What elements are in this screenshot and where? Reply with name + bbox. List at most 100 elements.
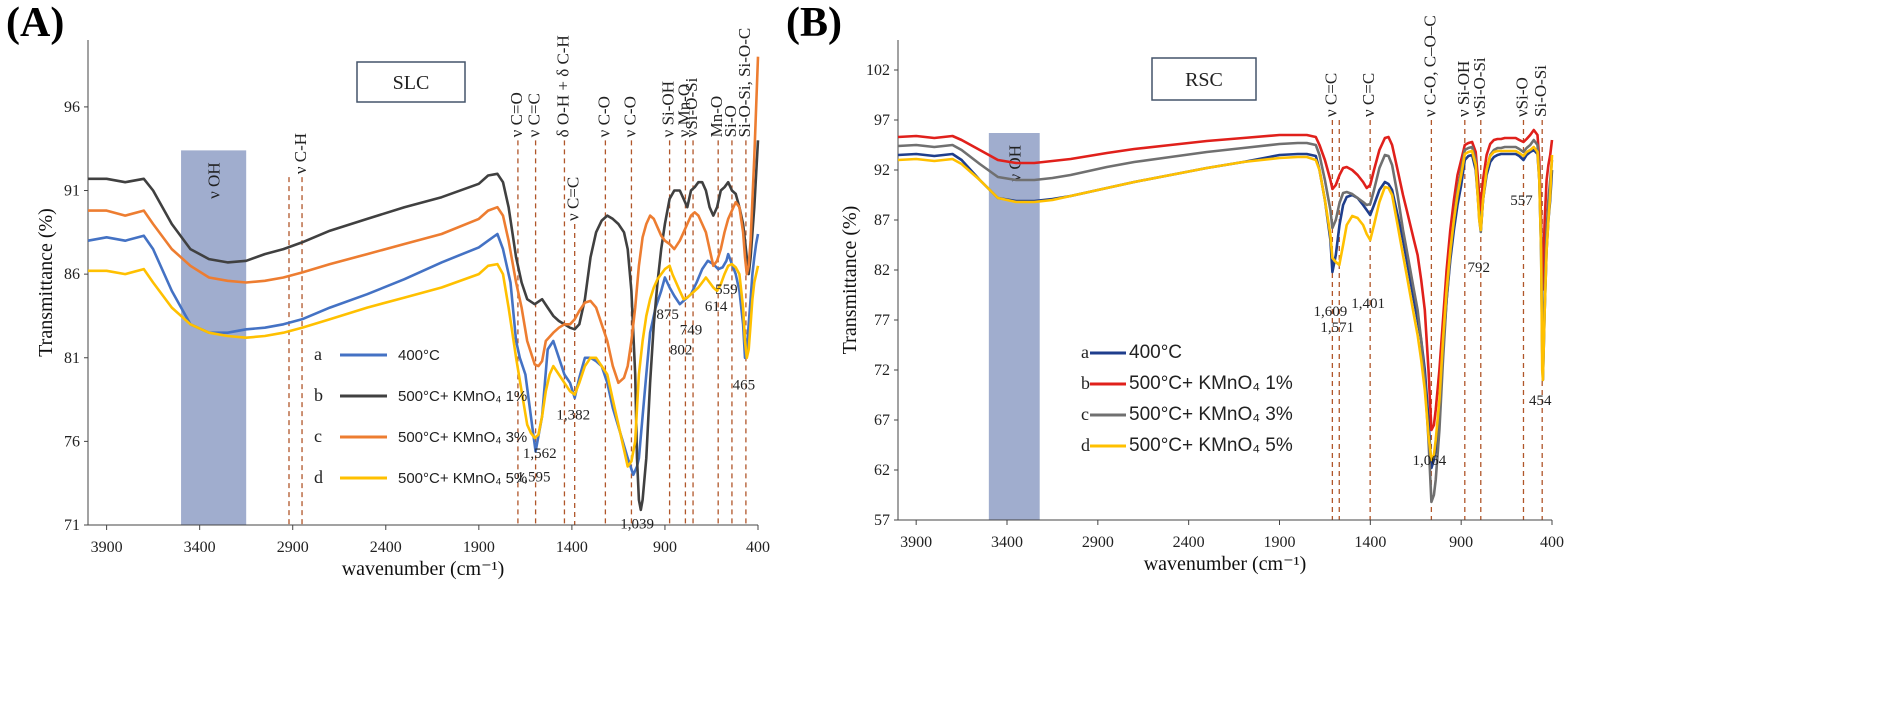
y-tick-label: 77 xyxy=(874,312,890,329)
x-tick-label: 3400 xyxy=(991,534,1023,551)
x-tick-label: 2400 xyxy=(1173,534,1205,551)
peak-label: 1,401 xyxy=(1351,296,1385,312)
series-line xyxy=(88,140,760,512)
legend-label: 500°C+ KMnO₄ 3% xyxy=(1129,404,1293,425)
x-tick-label: 900 xyxy=(653,539,677,556)
x-tick-label: 400 xyxy=(1540,534,1564,551)
x-tick-label: 2900 xyxy=(277,539,309,556)
peak-label: 1,609 xyxy=(1313,304,1347,320)
y-tick-label: 96 xyxy=(64,99,80,116)
x-tick-label: 3900 xyxy=(91,539,123,556)
legend-label: 400°C xyxy=(398,347,440,364)
x-axis-title: wavenumber (cm⁻¹) xyxy=(342,558,505,580)
band-assignment-label: ν C-H xyxy=(291,133,310,174)
peak-label: 465 xyxy=(733,377,756,393)
band-assignment-label: ν C=O xyxy=(507,92,526,137)
legend-letter: a xyxy=(1081,342,1089,362)
y-tick-label: 97 xyxy=(874,112,890,129)
band-assignment-label: Si-O-Si, Si-O-C xyxy=(735,28,754,138)
band-assignment-label: ν Mn-O xyxy=(674,84,693,138)
x-tick-label: 3900 xyxy=(900,534,932,551)
band-assignment-label: νSi-O-Si xyxy=(1470,57,1489,117)
legend-label: 400°C xyxy=(1129,342,1182,363)
band-assignment-label: ν C-O, C–O–C xyxy=(1420,15,1439,117)
y-tick-label: 76 xyxy=(64,433,80,450)
band-assignment-label: ν Si-OH xyxy=(1454,61,1473,117)
peak-label: 1,571 xyxy=(1320,320,1354,336)
legend-label: 500°C+ KMnO₄ 3% xyxy=(398,429,527,446)
x-tick-label: 900 xyxy=(1449,534,1473,551)
chart-title: SLC xyxy=(393,72,430,94)
x-tick-label: 1400 xyxy=(556,539,588,556)
series-line xyxy=(897,145,1554,462)
peak-label: 792 xyxy=(1468,260,1491,276)
legend-label: 500°C+ KMnO₄ 1% xyxy=(398,388,527,405)
panel-label: (A) xyxy=(6,0,64,46)
y-tick-label: 91 xyxy=(64,183,80,200)
band-assignment-label: ν C=C xyxy=(525,93,544,137)
peak-label: 1,382 xyxy=(556,408,590,424)
y-tick-label: 102 xyxy=(866,62,890,79)
peak-label: 875 xyxy=(656,307,679,323)
title-box xyxy=(356,61,466,103)
legend-letter: c xyxy=(1081,404,1089,424)
band-assignment-label: ν C=C xyxy=(1321,73,1340,117)
y-tick-label: 57 xyxy=(874,512,890,529)
y-tick-label: 81 xyxy=(64,350,80,367)
x-tick-label: 2900 xyxy=(1082,534,1114,551)
y-tick-label: 72 xyxy=(874,362,890,379)
legend-label: 500°C+ KMnO₄ 5% xyxy=(398,470,527,487)
band-assignment-label: ν C-O xyxy=(620,96,639,137)
peak-label: 1,039 xyxy=(620,516,654,532)
peak-label: 559 xyxy=(715,282,738,298)
x-tick-label: 1900 xyxy=(463,539,495,556)
band-assignment-label: Si-O-Si xyxy=(1531,65,1550,117)
y-axis-title: Transmittance (%) xyxy=(839,206,861,355)
x-tick-label: 400 xyxy=(746,539,770,556)
title-box xyxy=(1151,57,1257,101)
legend-label: 500°C+ KMnO₄ 5% xyxy=(1129,435,1293,456)
band-assignment-label: δ O-H + δ C-H xyxy=(553,35,572,137)
x-tick-label: 2400 xyxy=(370,539,402,556)
band-assignment-label: Si-O xyxy=(721,105,740,137)
band-assignment-label: ν C-O xyxy=(594,96,613,137)
peak-label: 1,562 xyxy=(523,446,557,462)
y-tick-label: 86 xyxy=(64,266,80,283)
y-tick-label: 92 xyxy=(874,162,890,179)
series-line xyxy=(88,56,760,385)
chart-panel-a: (A)ν OHν C-Hν C=Oν C=C δ O-H + δ C-Hν C=C… xyxy=(6,0,770,580)
y-tick-label: 87 xyxy=(874,212,890,229)
peak-label: 802 xyxy=(670,342,693,358)
band-assignment-label: ν C=C xyxy=(1359,73,1378,117)
peak-label: 1,064 xyxy=(1412,453,1446,469)
y-tick-label: 62 xyxy=(874,462,890,479)
peak-label: 557 xyxy=(1510,193,1533,209)
oh-band xyxy=(988,133,1040,520)
legend-letter: d xyxy=(1081,435,1090,455)
band-assignment-label: ν Si-OH xyxy=(659,81,678,137)
legend-label: 500°C+ KMnO₄ 1% xyxy=(1129,373,1293,394)
chart-panel-b: (B)ν OHν C=C ν C=C ν C-O, C–O–C ν Si-OHνSi-… xyxy=(786,0,1564,575)
panel-label: (B) xyxy=(786,0,842,46)
chart-title: RSC xyxy=(1185,69,1223,91)
band-assignment-label: νSi-O xyxy=(1512,77,1531,117)
legend-letter: a xyxy=(314,344,322,364)
legend-letter: c xyxy=(314,426,322,446)
band-assignment-label: νSi-O-Si xyxy=(682,77,701,137)
oh-band-label: ν OH xyxy=(205,162,224,199)
legend-letter: b xyxy=(314,385,323,405)
peak-label: 614 xyxy=(705,299,728,315)
peak-label: 1,595 xyxy=(517,469,551,485)
y-tick-label: 82 xyxy=(874,262,890,279)
series-line xyxy=(897,128,1554,432)
legend-letter: b xyxy=(1081,373,1090,393)
y-tick-label: 71 xyxy=(64,517,80,534)
y-tick-label: 67 xyxy=(874,412,890,429)
x-tick-label: 1900 xyxy=(1264,534,1296,551)
legend-letter: d xyxy=(314,467,323,487)
x-tick-label: 1400 xyxy=(1354,534,1386,551)
x-tick-label: 3400 xyxy=(184,539,216,556)
peak-label: 454 xyxy=(1529,393,1552,409)
series-line xyxy=(897,138,1554,504)
